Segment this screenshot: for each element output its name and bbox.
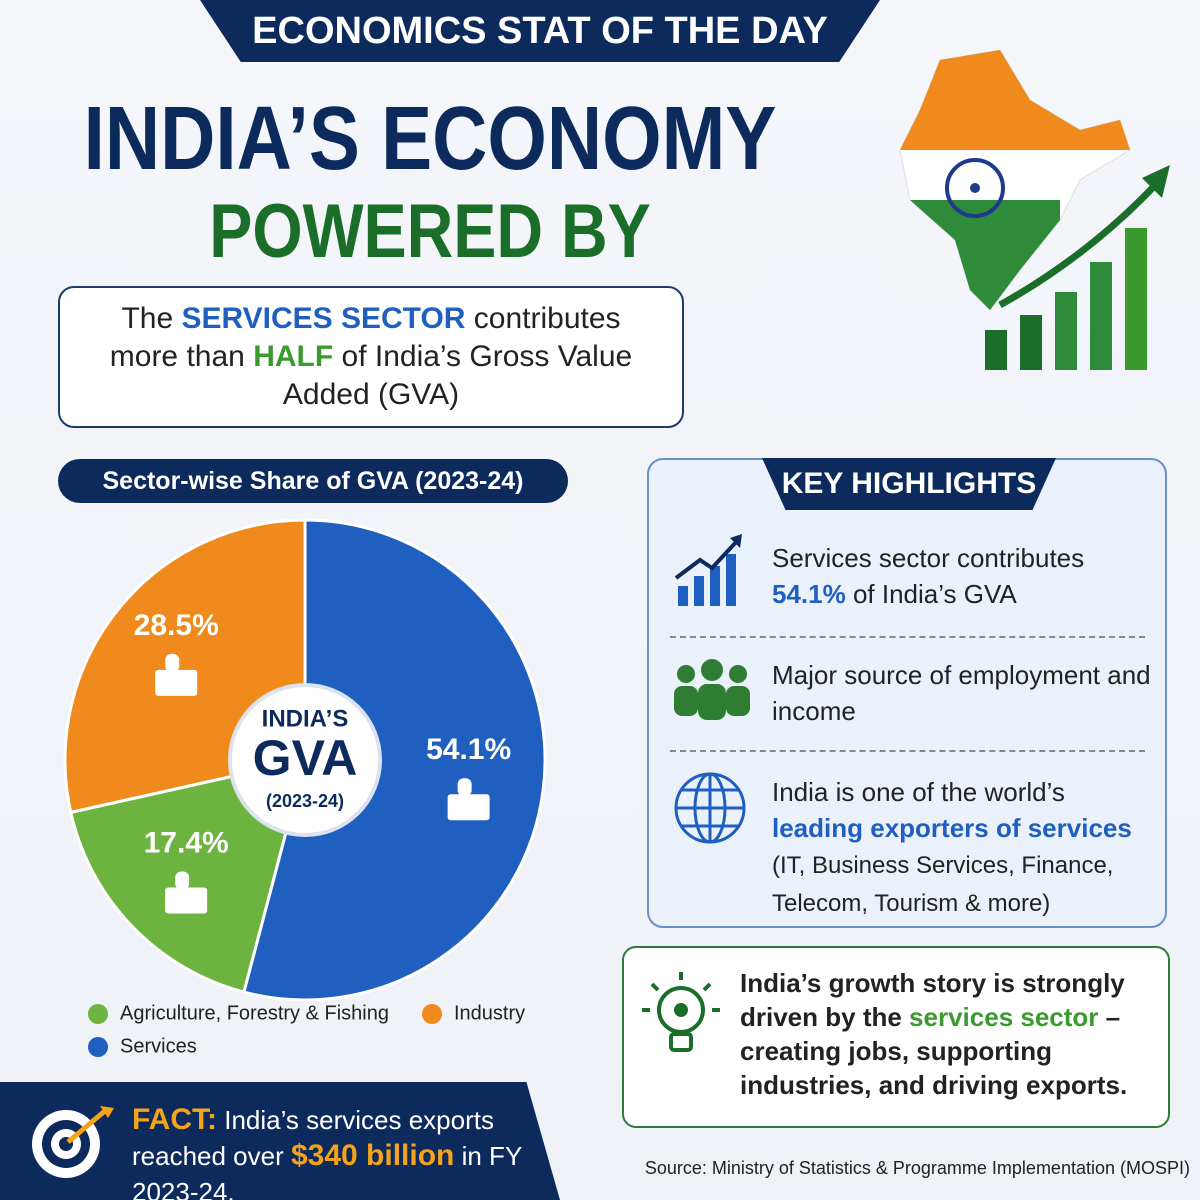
legend-swatch — [88, 1037, 108, 1057]
legend-label: Industry — [454, 1002, 525, 1024]
value-label: 54.1% — [426, 733, 511, 766]
icon-shape — [447, 794, 490, 821]
intro-emphasis: SERVICES SECTOR — [181, 302, 466, 335]
center-label: INDIA’S — [262, 705, 349, 732]
intro-emphasis: HALF — [253, 340, 334, 373]
highlight-item: Services sector contributes 54.1% of Ind… — [772, 540, 1152, 612]
legend-swatch — [422, 1004, 442, 1024]
icon-shape — [457, 778, 472, 797]
people-icon — [674, 659, 750, 720]
divider — [670, 636, 1145, 638]
intro-text: contributes more than — [109, 302, 621, 373]
value-label: 17.4% — [144, 826, 229, 859]
fact-label: FACT: — [132, 1103, 217, 1136]
highlight-emphasis: 54.1% — [772, 579, 846, 609]
icon-shape — [165, 653, 180, 672]
growth-text: India’s growth story is strongly driven … — [740, 968, 1125, 1032]
globe-icon — [674, 772, 746, 844]
chart-icon — [674, 534, 742, 606]
fact-body: India’s services exports reached over — [132, 1105, 494, 1171]
highlight-item: India is one of the world’s leading expo… — [772, 774, 1152, 922]
legend-label: Services — [120, 1035, 197, 1057]
sector-icon — [155, 653, 198, 696]
bulb-icon — [642, 972, 720, 1052]
highlight-text: of India’s GVA — [845, 579, 1017, 609]
growth-box: India’s growth story is strongly driven … — [622, 946, 1170, 1128]
intro-text: of India’s Gross Value Added (GVA) — [282, 340, 633, 411]
fact-body: in FY 2023-24. — [132, 1141, 522, 1200]
fact-emphasis: $340 billion — [290, 1139, 455, 1172]
banner: ECONOMICS STAT OF THE DAY — [200, 0, 880, 62]
highlight-text: (IT, Business Services, Finance, Telecom… — [772, 852, 1114, 917]
highlights-title: KEY HIGHLIGHTS — [762, 458, 1056, 510]
divider — [670, 750, 1145, 752]
growth-text: – creating jobs, supporting industries, … — [740, 1002, 1128, 1100]
highlight-item: Major source of employment and income — [772, 660, 1151, 726]
donut-hole — [228, 683, 382, 837]
headline: INDIA’S ECONOMY — [83, 89, 777, 189]
legend-swatch — [88, 1004, 108, 1024]
highlight-text: India is one of the world’s — [772, 777, 1065, 807]
center-label: GVA — [253, 730, 358, 786]
center-label: (2023-24) — [266, 791, 344, 811]
intro-box: The SERVICES SECTOR contributes more tha… — [58, 286, 684, 428]
source: Source: Ministry of Statistics & Program… — [644, 1158, 1190, 1178]
icon-shape — [155, 669, 198, 696]
highlight-emphasis: leading exporters of services — [772, 813, 1132, 843]
donut-slice — [242, 518, 547, 1002]
chart-title: Sector-wise Share of GVA (2023-24) — [58, 459, 568, 503]
legend-label: Agriculture, Forestry & Fishing — [120, 1002, 389, 1024]
icon-shape — [175, 871, 190, 890]
sector-icon — [447, 778, 490, 821]
intro-text: The — [121, 302, 182, 335]
growth-emphasis: services sector — [909, 1002, 1099, 1032]
highlight-text: Services sector contributes — [772, 543, 1085, 573]
sector-icon — [165, 871, 208, 914]
fact-text: FACT: India’s services exports reached o… — [132, 1102, 552, 1200]
icon-shape — [165, 887, 208, 914]
value-label: 28.5% — [134, 609, 219, 642]
india-growth-illustration — [899, 49, 1170, 370]
highlights-box — [647, 458, 1167, 928]
target-icon — [32, 1106, 114, 1178]
